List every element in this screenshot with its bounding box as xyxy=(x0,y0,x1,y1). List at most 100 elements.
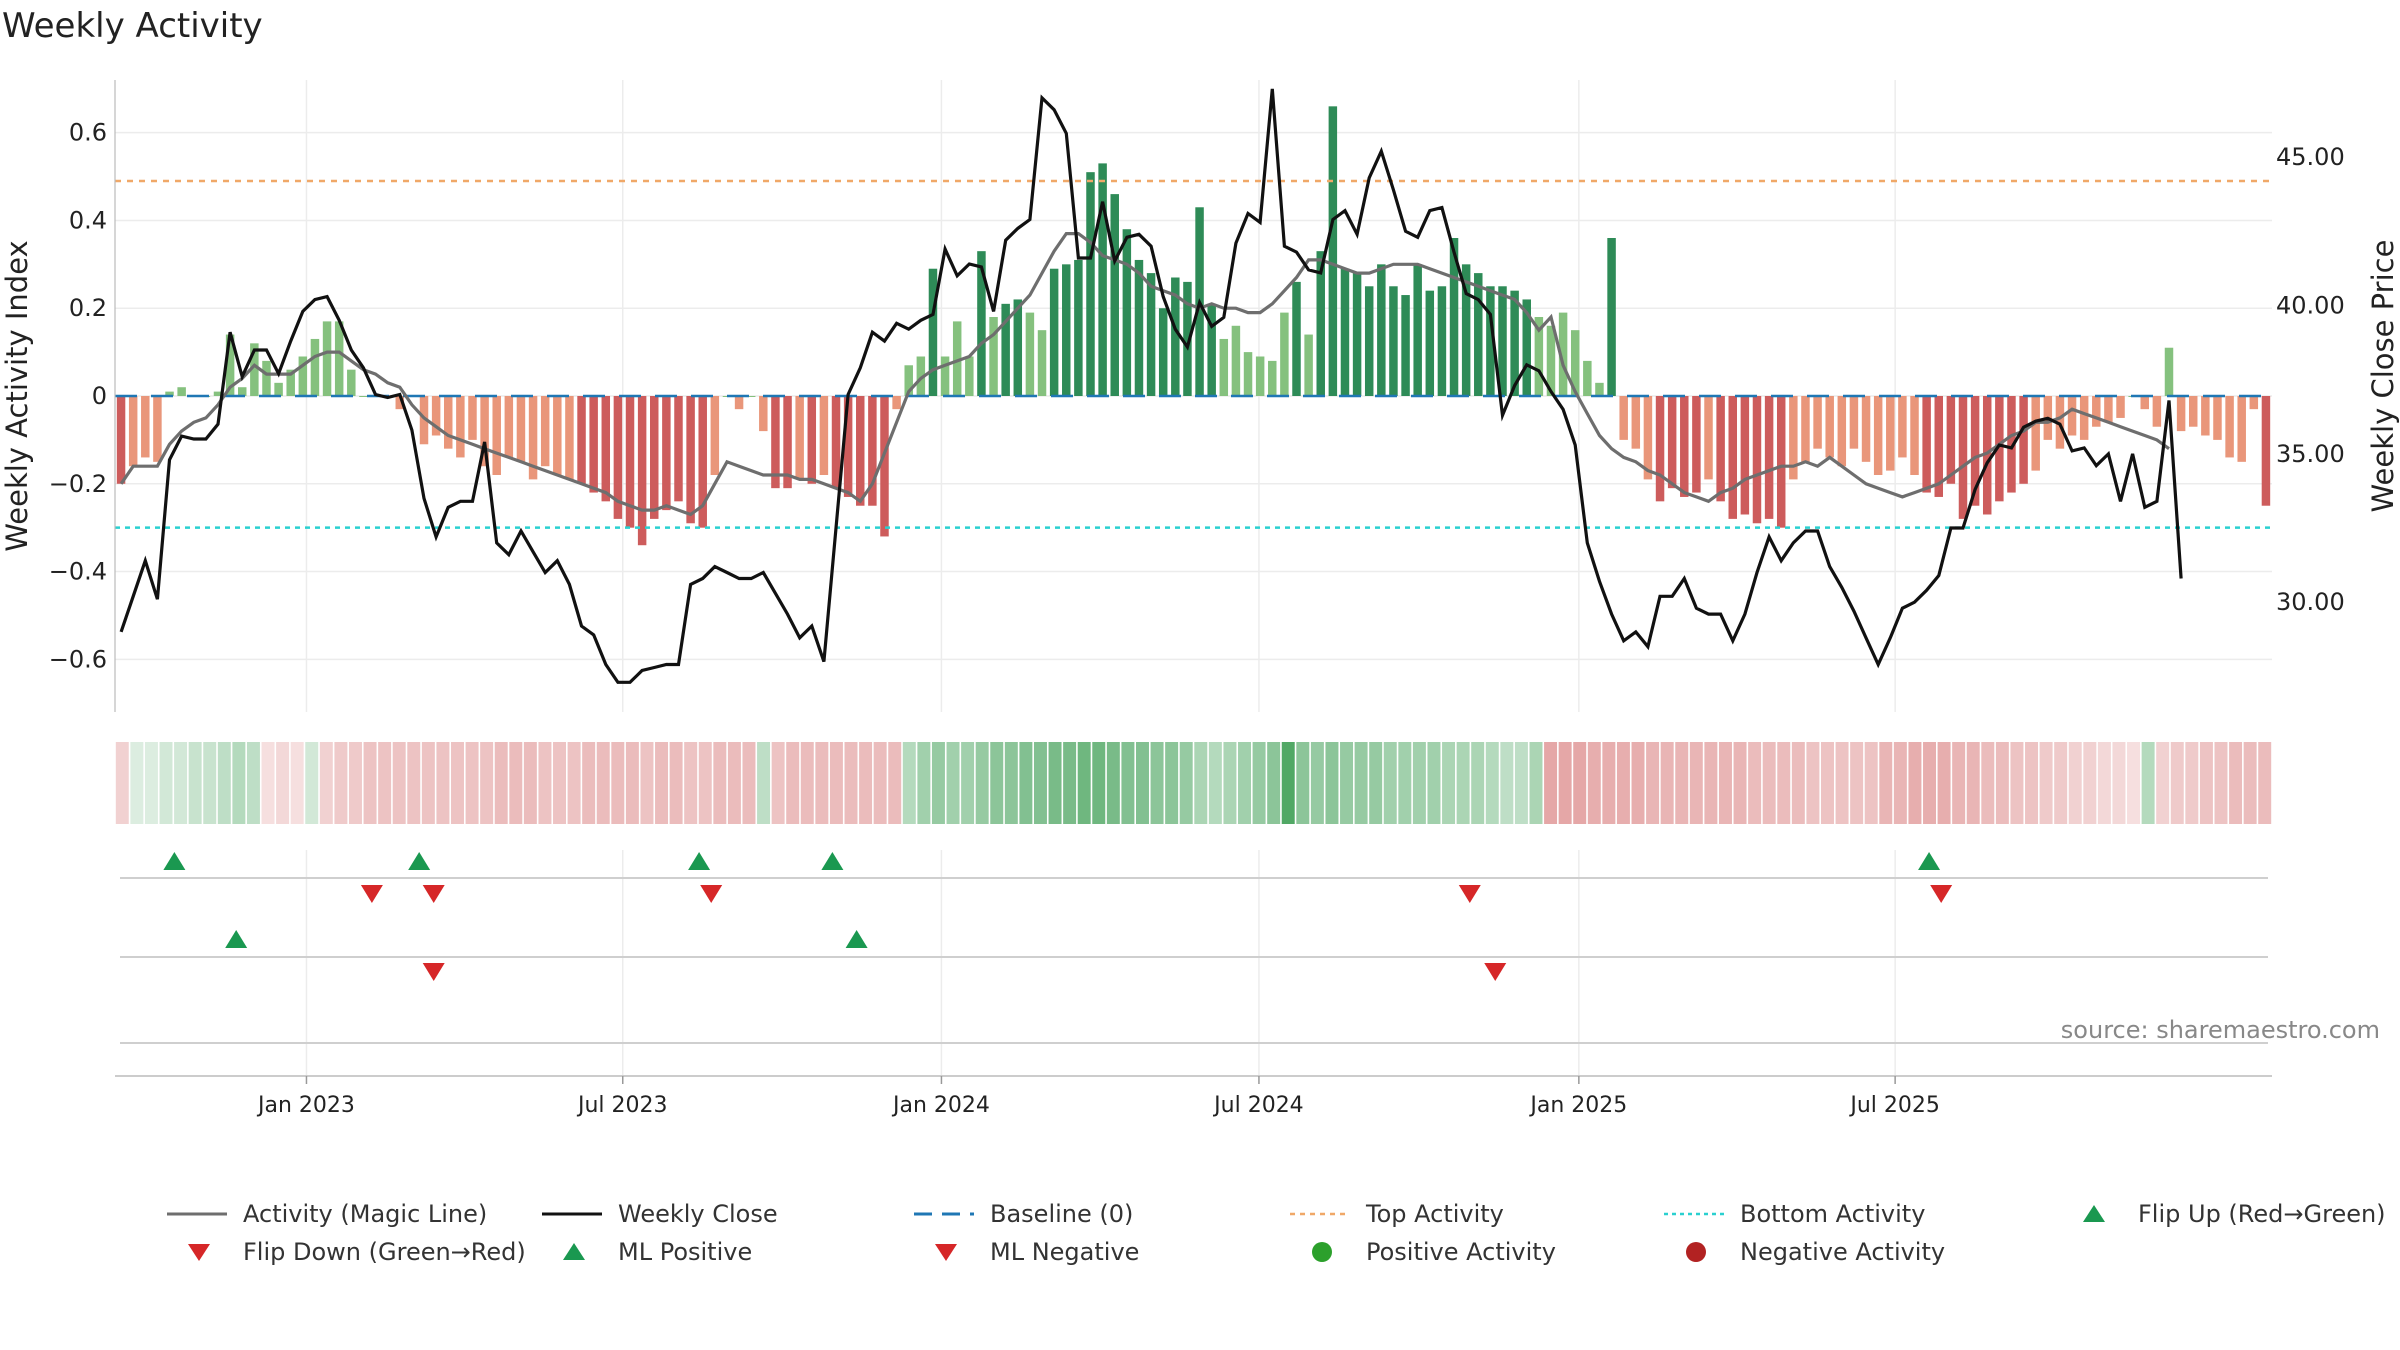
strip-cell xyxy=(1966,742,1980,824)
activity-bar xyxy=(480,396,489,467)
activity-bar xyxy=(2055,396,2065,449)
activity-bar xyxy=(565,396,574,480)
activity-bar xyxy=(831,396,841,489)
activity-bar xyxy=(1813,396,1822,449)
strip-cell xyxy=(246,742,260,824)
strip-cell xyxy=(669,742,683,824)
activity-bar xyxy=(1934,396,1943,497)
strip-cell xyxy=(1106,742,1120,824)
y-tick-label: 0 xyxy=(92,382,107,410)
activity-heat-strip xyxy=(115,742,2272,824)
strip-cell xyxy=(2039,742,2053,824)
strip-cell xyxy=(1514,742,1528,824)
activity-bar xyxy=(2152,396,2162,427)
flip-up-marker xyxy=(688,852,711,870)
strip-cell xyxy=(421,742,435,824)
strip-cell xyxy=(130,742,144,824)
strip-cell xyxy=(727,742,741,824)
strip-cell xyxy=(378,742,392,824)
strip-cell xyxy=(451,742,464,824)
strip-cell xyxy=(1412,742,1426,824)
activity-bar xyxy=(395,396,405,410)
strip-cell xyxy=(625,742,639,824)
strip-cell xyxy=(931,742,945,824)
activity-bar xyxy=(2237,396,2246,462)
activity-bar xyxy=(1086,172,1095,396)
activity-bar xyxy=(1074,259,1083,396)
activity-bar xyxy=(1510,290,1519,396)
strip-cell xyxy=(1558,742,1572,824)
strip-cell xyxy=(1427,742,1441,824)
activity-bar xyxy=(1740,396,1750,515)
legend-item: Positive Activity xyxy=(1288,1238,1556,1266)
y2-tick-label: 45.00 xyxy=(2276,143,2345,171)
activity-bar xyxy=(274,382,283,396)
activity-bar xyxy=(601,396,611,502)
strip-cell xyxy=(1660,742,1674,824)
event-markers xyxy=(120,852,2268,1044)
grid-lines xyxy=(115,80,2272,1075)
legend-swatch-icon xyxy=(2060,1202,2128,1226)
strip-cell xyxy=(2141,742,2155,824)
x-tick-label: Jan 2025 xyxy=(1528,1093,1627,1118)
legend-label: Positive Activity xyxy=(1366,1238,1556,1266)
strip-cell xyxy=(2112,742,2126,824)
activity-bar xyxy=(1474,273,1483,396)
activity-bar xyxy=(153,396,162,462)
strip-cell xyxy=(1442,742,1456,824)
strip-cell xyxy=(480,742,494,824)
strip-cell xyxy=(888,742,902,824)
activity-bar xyxy=(298,356,308,396)
activity-bar xyxy=(1316,251,1325,396)
activity-bar xyxy=(674,396,683,502)
legend-label: Flip Up (Red→Green) xyxy=(2138,1200,2386,1228)
strip-cell xyxy=(2185,742,2199,824)
activity-bar xyxy=(771,396,780,489)
strip-cell xyxy=(1704,742,1718,824)
strip-cell xyxy=(1937,742,1951,824)
strip-cell xyxy=(115,742,129,824)
strip-cell xyxy=(2170,742,2184,824)
activity-bar xyxy=(1861,396,1871,462)
activity-bar xyxy=(553,396,562,475)
activity-bar xyxy=(504,396,514,458)
strip-cell xyxy=(276,742,290,824)
strip-cell xyxy=(684,742,698,824)
activity-bar xyxy=(2104,396,2113,423)
strip-cell xyxy=(1733,742,1747,824)
legend-item: Top Activity xyxy=(1288,1200,1504,1228)
strip-cell xyxy=(1616,742,1630,824)
activity-bar xyxy=(1922,396,1931,493)
x-tick-label: Jan 2024 xyxy=(891,1093,990,1118)
activity-bar xyxy=(1595,382,1604,396)
strip-cell xyxy=(144,742,158,824)
strip-cell xyxy=(2199,742,2213,824)
activity-bar xyxy=(1570,330,1580,396)
activity-bar xyxy=(1849,396,1859,449)
activity-bar xyxy=(2201,396,2210,436)
activity-bar xyxy=(686,396,695,524)
strip-cell xyxy=(1850,742,1864,824)
strip-cell xyxy=(1252,742,1266,824)
strip-cell xyxy=(1048,742,1062,824)
strip-cell xyxy=(800,742,814,824)
strip-cell xyxy=(2097,742,2111,824)
activity-bar xyxy=(1134,259,1144,396)
activity-bar xyxy=(2079,396,2089,440)
strip-cell xyxy=(1456,742,1470,824)
legend-label: Weekly Close xyxy=(618,1200,778,1228)
flip-down-marker xyxy=(422,963,445,981)
strip-cell xyxy=(1238,742,1251,824)
strip-cell xyxy=(961,742,975,824)
activity-bar xyxy=(2067,396,2077,436)
strip-cell xyxy=(1004,742,1018,824)
magic-line xyxy=(119,232,2170,517)
flip-down-marker xyxy=(422,885,445,903)
weekly-close-line xyxy=(119,88,2183,684)
strip-cell xyxy=(1383,742,1397,824)
legend-item: Flip Down (Green→Red) xyxy=(165,1238,526,1266)
activity-bar xyxy=(1995,396,2004,502)
strip-cell xyxy=(261,742,275,824)
activity-bar xyxy=(1910,396,1919,475)
y-tick-label: 0.6 xyxy=(69,119,107,147)
